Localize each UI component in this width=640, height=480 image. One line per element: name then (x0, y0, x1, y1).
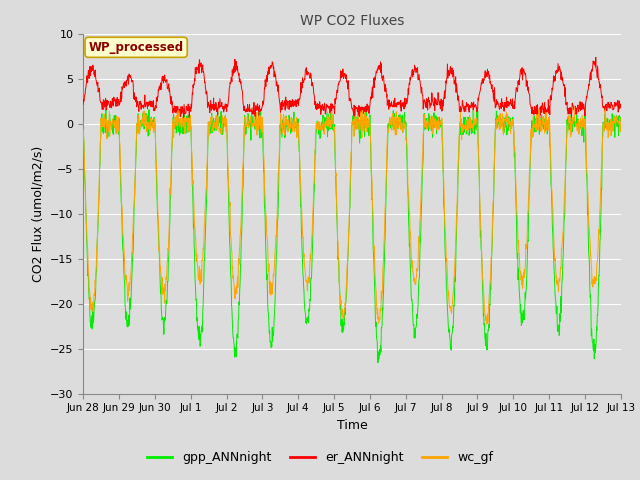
Title: WP CO2 Fluxes: WP CO2 Fluxes (300, 14, 404, 28)
Y-axis label: CO2 Flux (umol/m2/s): CO2 Flux (umol/m2/s) (31, 145, 44, 282)
Legend: gpp_ANNnight, er_ANNnight, wc_gf: gpp_ANNnight, er_ANNnight, wc_gf (142, 446, 498, 469)
X-axis label: Time: Time (337, 419, 367, 432)
Text: WP_processed: WP_processed (88, 41, 184, 54)
